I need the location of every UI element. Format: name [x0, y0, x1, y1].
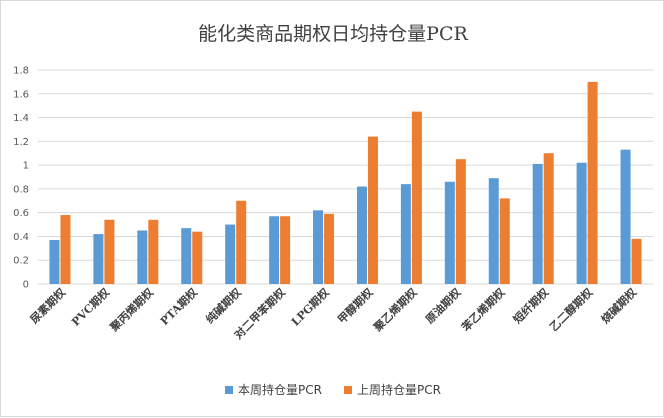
bar-last-week — [631, 238, 642, 284]
y-tick-label: 1.8 — [13, 66, 29, 77]
bar-last-week — [192, 231, 203, 284]
y-tick-label: 0.6 — [13, 208, 29, 219]
bar-this-week — [225, 224, 236, 284]
x-tick-label: PTA期权 — [157, 285, 200, 328]
bar-this-week — [269, 216, 280, 284]
bar-last-week — [324, 213, 335, 284]
bar-last-week — [148, 219, 159, 284]
x-tick-label: 聚乙烯期权 — [370, 285, 420, 335]
bar-last-week — [587, 81, 598, 284]
chart-title: 能化类商品期权日均持仓量PCR — [198, 23, 468, 45]
bar-this-week — [444, 181, 455, 284]
bar-this-week — [93, 234, 104, 284]
y-tick-label: 1 — [23, 161, 29, 172]
bar-last-week — [543, 153, 554, 284]
bar-last-week — [236, 200, 247, 284]
legend-swatch-this-week — [225, 385, 234, 394]
bar-last-week — [60, 215, 71, 284]
y-tick-label: 1.2 — [13, 137, 29, 148]
bar-this-week — [400, 184, 411, 284]
bar-this-week — [620, 149, 631, 284]
bar-this-week — [356, 186, 367, 284]
bar-last-week — [367, 136, 378, 284]
bar-this-week — [488, 178, 499, 284]
bar-last-week — [411, 111, 422, 284]
bar-last-week — [499, 198, 510, 284]
x-tick-label: 乙二醇期权 — [546, 285, 595, 334]
legend-label-last-week: 上周持仓量PCR — [357, 383, 441, 397]
y-tick-label: 1.6 — [13, 89, 29, 100]
bar-this-week — [576, 162, 587, 284]
bar-this-week — [137, 230, 148, 284]
legend-item-last-week: 上周持仓量PCR — [344, 381, 441, 398]
legend-label-this-week: 本周持仓量PCR — [238, 383, 322, 397]
x-tick-label: PVC期权 — [68, 285, 112, 329]
bar-this-week — [181, 228, 192, 284]
x-tick-label: 纯碱期权 — [203, 285, 245, 327]
bar-this-week — [532, 163, 543, 284]
x-tick-label: LPG期权 — [288, 285, 332, 329]
x-tick-label: 苯乙烯期权 — [458, 285, 508, 335]
x-tick-label: 原油期权 — [422, 285, 464, 327]
legend: 本周持仓量PCR 上周持仓量PCR — [1, 381, 664, 398]
bar-last-week — [104, 219, 115, 284]
y-tick-label: 0.2 — [13, 256, 29, 267]
y-tick-label: 1.4 — [13, 113, 29, 124]
y-tick-label: 0.8 — [13, 184, 29, 195]
x-tick-label: 短纤期权 — [510, 285, 552, 327]
legend-item-this-week: 本周持仓量PCR — [225, 381, 322, 398]
x-tick-label: 甲醇期权 — [335, 285, 377, 327]
bar-this-week — [49, 240, 60, 284]
x-tick-label: 聚丙烯期权 — [106, 285, 156, 335]
x-tick-label: 尿素期权 — [27, 285, 69, 327]
y-tick-label: 0.4 — [13, 232, 29, 243]
x-tick-label: 烧碱期权 — [598, 285, 640, 327]
bar-this-week — [313, 210, 324, 284]
y-tick-label: 0 — [23, 280, 29, 291]
legend-swatch-last-week — [344, 385, 352, 394]
bar-last-week — [280, 216, 291, 284]
bar-last-week — [455, 159, 466, 284]
